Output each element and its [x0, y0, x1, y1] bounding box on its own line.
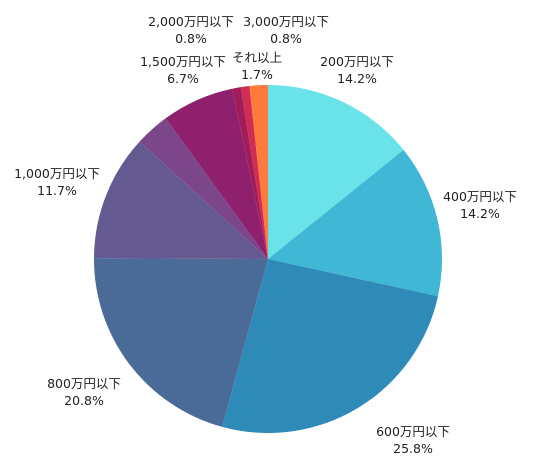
slice-label-3: 800万円以下 20.8% [47, 376, 121, 408]
slice-label-value-7: 0.8% [175, 31, 207, 46]
slice-label-value-6: 6.7% [167, 71, 199, 86]
pie-slice-2 [222, 259, 438, 433]
slice-label-8: 3,000万円以下 0.8% [243, 14, 329, 46]
pie-slice-9 [249, 84, 268, 259]
pie-slice-7 [232, 87, 268, 260]
slice-label-0: 200万円以下 14.2% [320, 54, 394, 86]
slice-label-name-1: 400万円以下 [443, 189, 517, 204]
slice-label-1: 400万円以下 14.2% [443, 189, 517, 221]
slice-label-value-8: 0.8% [270, 31, 302, 46]
slice-label-6: 1,500万円以下 6.7% [140, 54, 226, 86]
labels-layer: 200万円以下 14.2% 400万円以下 14.2% 600万円以下 25.8% 800万… [14, 14, 517, 456]
slice-label-name-3: 800万円以下 [47, 376, 121, 391]
pie-slice-5 [139, 118, 268, 259]
slice-label-name-4: 1,000万円以下 [14, 166, 100, 181]
slice-label-9: それ以上 1.7% [232, 50, 282, 82]
slice-label-name-7: 2,000万円以下 [148, 14, 234, 29]
slice-label-name-2: 600万円以下 [376, 424, 450, 439]
slice-label-value-1: 14.2% [460, 206, 500, 221]
slices-layer [93, 84, 443, 433]
pie-slice-0 [268, 85, 404, 259]
slice-label-name-9: それ以上 [232, 50, 282, 65]
pie-slice-6 [165, 88, 268, 259]
slice-label-7: 2,000万円以下 0.8% [148, 14, 234, 46]
slice-label-name-8: 3,000万円以下 [243, 14, 329, 29]
pie-slice-1 [268, 149, 443, 297]
slice-label-value-3: 20.8% [64, 393, 104, 408]
slice-label-value-9: 1.7% [241, 67, 273, 82]
slice-label-value-4: 11.7% [37, 183, 77, 198]
slice-label-name-6: 1,500万円以下 [140, 54, 226, 69]
slice-label-value-2: 25.8% [393, 441, 433, 456]
slice-label-2: 600万円以下 25.8% [376, 424, 450, 456]
slice-label-4: 1,000万円以下 11.7% [14, 166, 100, 198]
pie-slice-4 [94, 141, 268, 259]
pie-slice-3 [93, 258, 268, 427]
slice-label-value-0: 14.2% [337, 71, 377, 86]
pie-slice-8 [240, 85, 268, 260]
slice-label-name-0: 200万円以下 [320, 54, 394, 69]
